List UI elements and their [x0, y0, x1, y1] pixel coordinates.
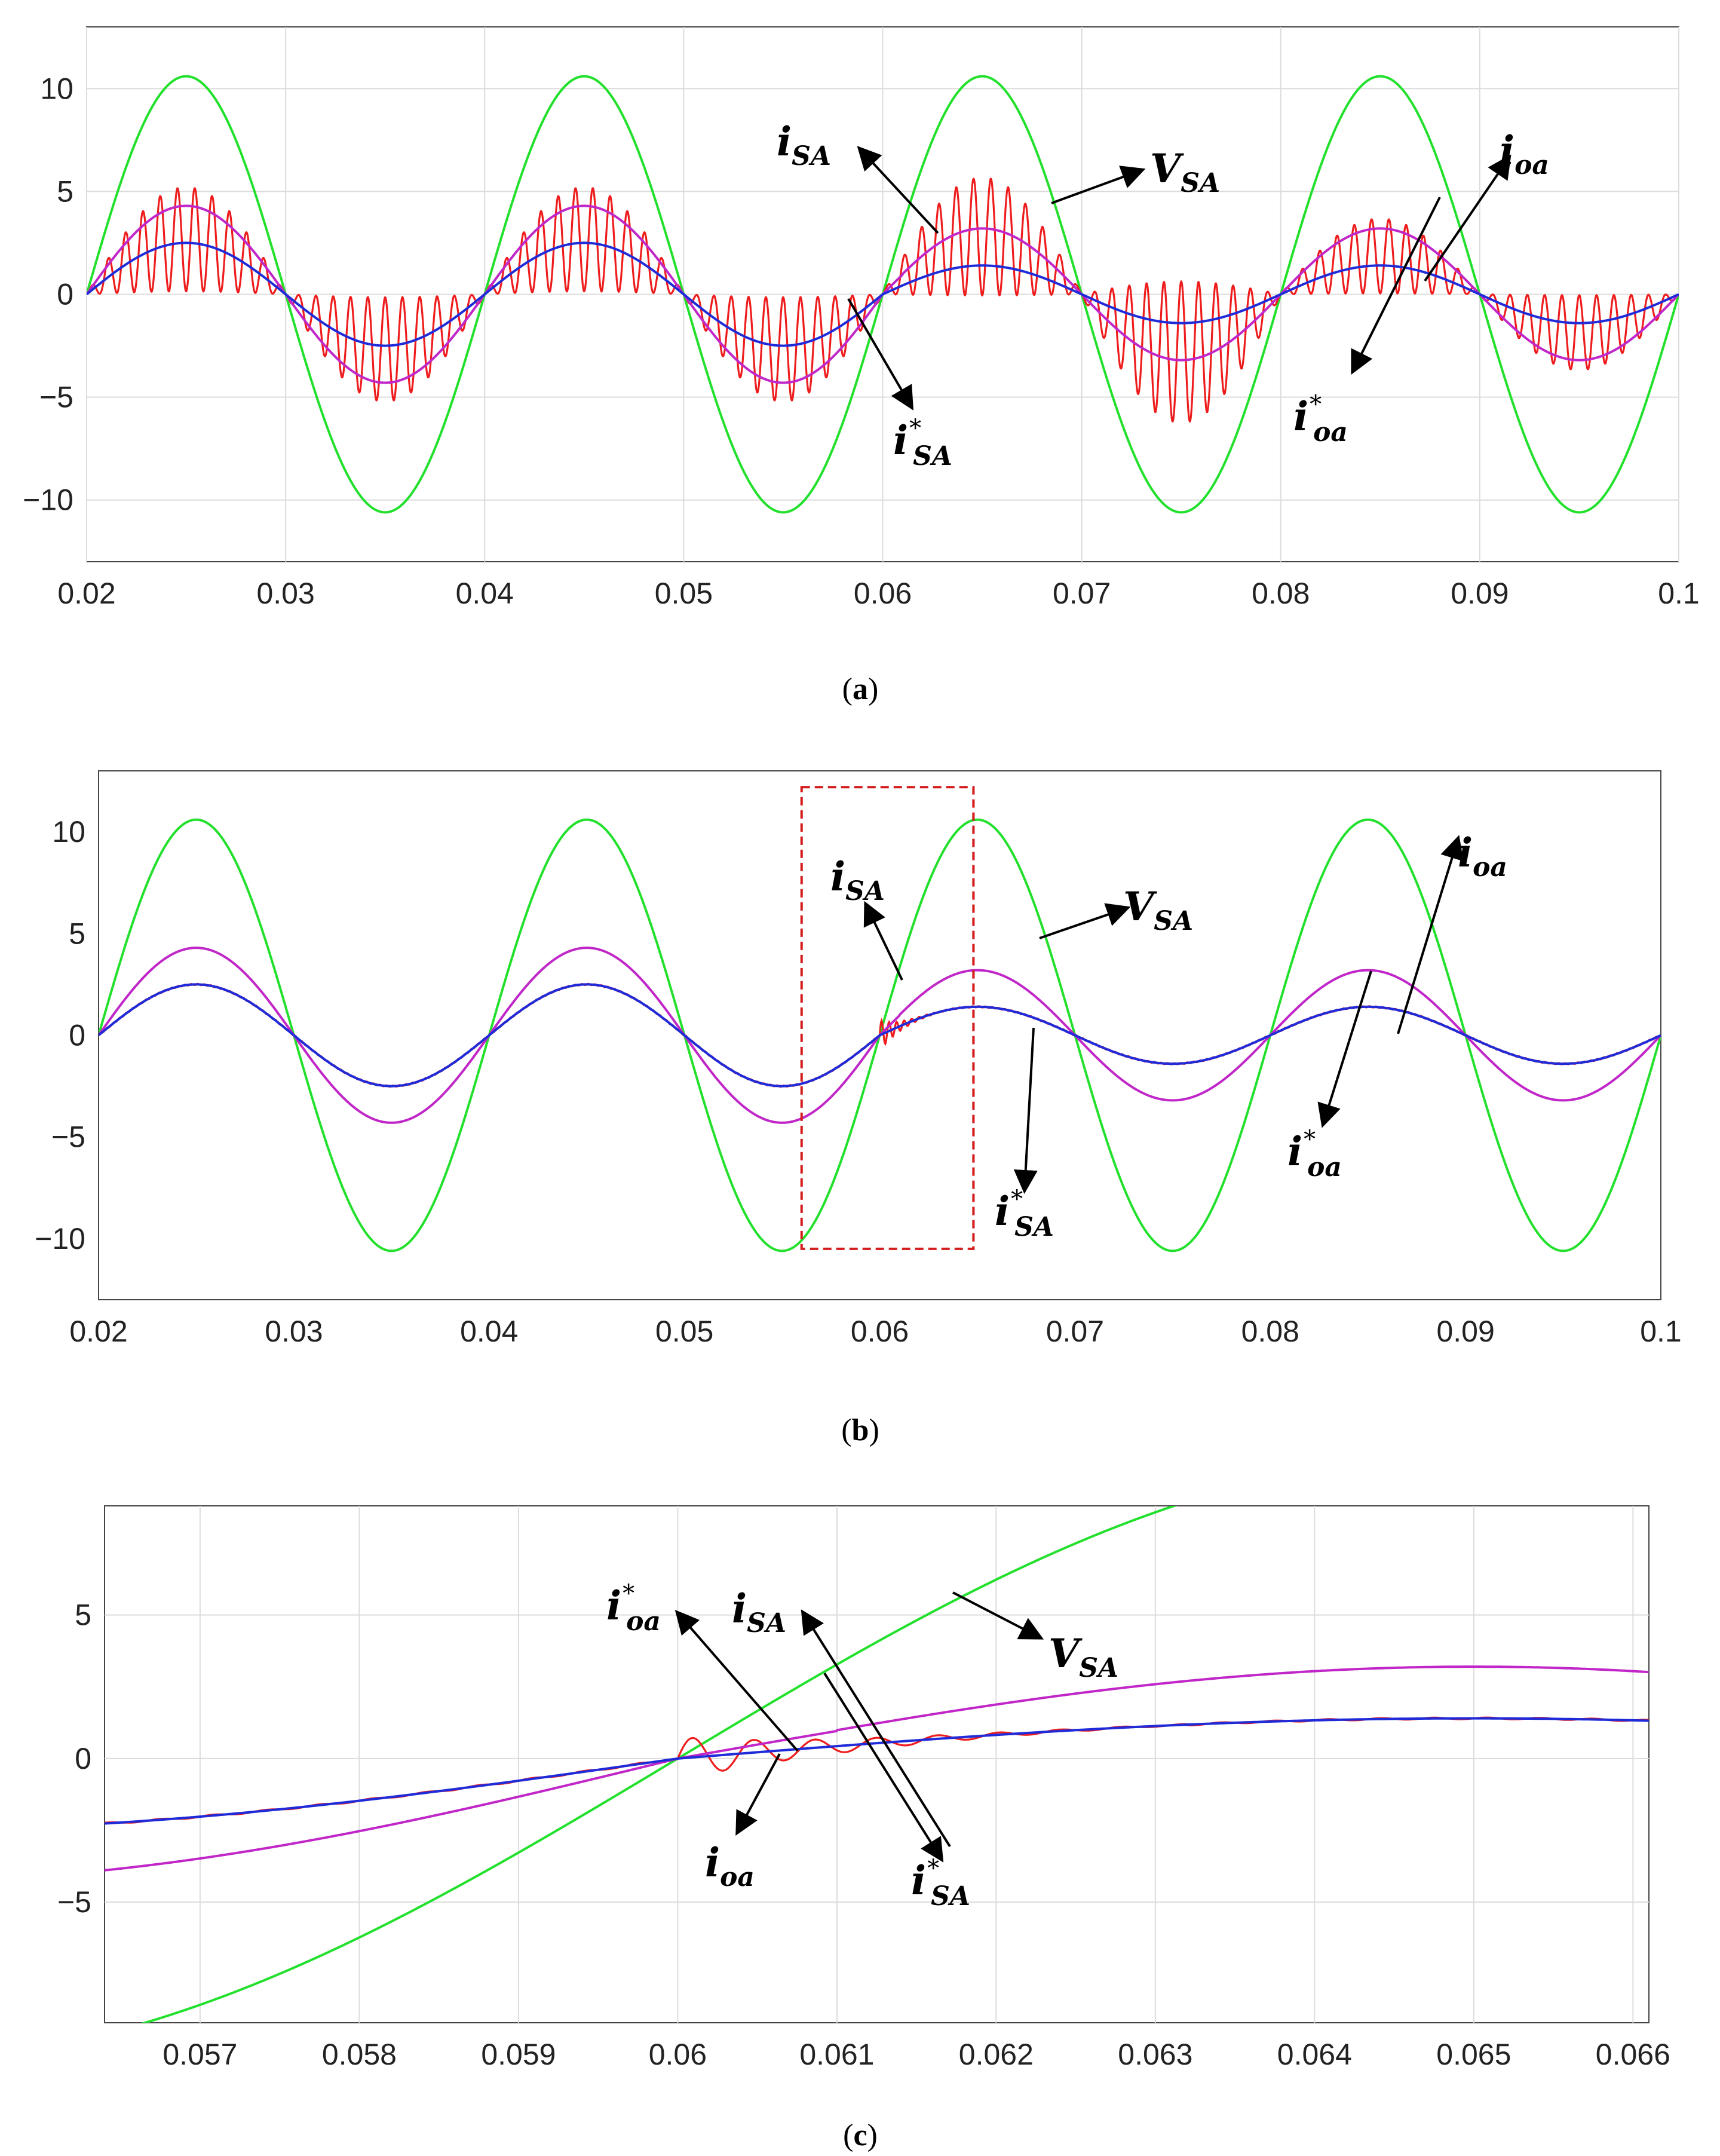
- annotation-label: i* SA: [911, 1855, 970, 1912]
- x-tick-label: 0.07: [1053, 577, 1111, 610]
- x-tick-label: 0.02: [69, 1315, 127, 1348]
- x-tick-label: 0.062: [959, 2038, 1034, 2071]
- x-tick-label: 0.08: [1252, 577, 1310, 610]
- annotation-label: VSA: [1150, 145, 1220, 198]
- x-tick-label: 0.057: [163, 2038, 237, 2071]
- annotation-arrow: [847, 298, 914, 411]
- x-tick-label: 0.02: [57, 577, 115, 610]
- annotation-label: ioa: [1500, 127, 1549, 180]
- annotation-label: ioa: [705, 1839, 755, 1892]
- series-line-i-sa-ref: [105, 1717, 1649, 1825]
- plot-area: [105, 1506, 1649, 2023]
- y-tick-label: 10: [52, 815, 85, 849]
- x-tick-label: 0.09: [1436, 1315, 1494, 1348]
- annotation-arrow: [1039, 903, 1131, 939]
- annotation-arrow: [1397, 835, 1464, 1034]
- plot-area: [99, 818, 1661, 1252]
- y-tick-label: 5: [75, 1598, 91, 1632]
- annotation-arrow: [857, 146, 939, 234]
- annotation-arrow: [1051, 166, 1146, 204]
- x-tick-label: 0.1: [1658, 577, 1700, 610]
- chart-panel-a: 0.02 0.03 0.04 0.05 0.06 0.07 0.08 0.09 0.1 10 5 0 −…: [23, 26, 1700, 706]
- y-tick-label: −10: [35, 1222, 85, 1255]
- series-line-v-sa: [140, 1506, 1178, 2023]
- annotation-label: VSA: [1048, 1630, 1118, 1683]
- annotation-arrow: [735, 1753, 781, 1836]
- x-tick-label: 0.06: [649, 2038, 707, 2071]
- x-tick-label: 0.03: [265, 1315, 323, 1348]
- x-tick-label: 0.063: [1118, 2038, 1192, 2071]
- annotation-arrow: [1013, 1027, 1038, 1194]
- x-tick-label: 0.06: [851, 1315, 909, 1348]
- x-tick-label: 0.065: [1436, 2038, 1511, 2071]
- y-tick-label: 0: [75, 1742, 91, 1775]
- x-tick-label: 0.03: [256, 577, 314, 610]
- x-tick-label: 0.05: [655, 1315, 713, 1348]
- annotation-label: i* oa: [1293, 391, 1348, 448]
- annotation-label: ioa: [1458, 829, 1507, 883]
- x-tick-label: 0.05: [655, 577, 713, 610]
- annotation-label: i* SA: [893, 415, 952, 471]
- y-tick-label: −5: [51, 1120, 85, 1154]
- x-tick-label: 0.06: [854, 577, 912, 610]
- x-tick-label: 0.059: [481, 2038, 556, 2071]
- annotation-label: iSA: [830, 853, 885, 906]
- y-tick-label: 0: [57, 278, 73, 311]
- chart-panel-c: 0.057 0.058 0.059 0.06 0.061 0.062 0.063 0.064 0…: [57, 1505, 1670, 2152]
- annotation-label: i* oa: [606, 1580, 661, 1637]
- plot-area: [87, 75, 1679, 514]
- annotation-arrow: [823, 1672, 944, 1863]
- x-tick-label: 0.07: [1046, 1315, 1104, 1348]
- series-line-i-sa-ref: [87, 241, 1679, 347]
- x-tick-label: 0.064: [1277, 2038, 1352, 2071]
- panel-caption: (c): [843, 2118, 878, 2152]
- panel-caption: (a): [842, 672, 879, 706]
- annotation-label: i* oa: [1287, 1126, 1342, 1183]
- x-tick-label: 0.066: [1596, 2038, 1670, 2071]
- y-tick-label: −5: [57, 1885, 91, 1919]
- x-tick-label: 0.058: [322, 2038, 397, 2071]
- y-tick-label: 5: [57, 174, 73, 208]
- annotation-arrow: [952, 1591, 1044, 1640]
- x-tick-label: 0.1: [1640, 1315, 1682, 1348]
- annotation-label: iSA: [777, 118, 831, 172]
- plot-frame: [104, 1505, 1650, 2023]
- annotation-label: i* SA: [995, 1186, 1054, 1242]
- panel-caption: (b): [841, 1413, 879, 1447]
- x-tick-label: 0.08: [1241, 1315, 1299, 1348]
- chart-panel-b: 0.02 0.03 0.04 0.05 0.06 0.07 0.08 0.09 0.1 10 5 0 −…: [35, 770, 1682, 1447]
- series-line-i-oa: [105, 1665, 1649, 1872]
- annotation-arrow: [863, 901, 903, 981]
- y-tick-label: 5: [69, 917, 85, 950]
- annotation-label: VSA: [1123, 883, 1193, 936]
- y-tick-label: −10: [23, 483, 73, 517]
- y-tick-label: 10: [40, 72, 73, 105]
- y-tick-label: −5: [39, 381, 73, 414]
- y-tick-label: 0: [69, 1019, 85, 1052]
- annotation-arrow: [801, 1609, 951, 1848]
- annotation-arrow: [674, 1609, 799, 1752]
- x-tick-label: 0.04: [456, 577, 514, 610]
- x-tick-label: 0.09: [1451, 577, 1509, 610]
- annotation-arrow: [1317, 970, 1372, 1128]
- annotation-arrow: [1351, 197, 1441, 375]
- zoom-box: [800, 786, 975, 1250]
- annotation-arrow: [1424, 154, 1511, 282]
- x-tick-label: 0.061: [799, 2038, 874, 2071]
- annotation-label: iSA: [732, 1585, 786, 1639]
- series-line-i-sa-ref: [99, 983, 1661, 1088]
- x-tick-label: 0.04: [460, 1315, 518, 1348]
